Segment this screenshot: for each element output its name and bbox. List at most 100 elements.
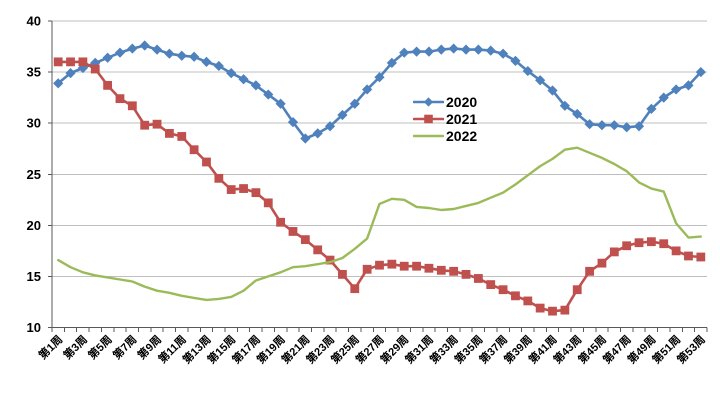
data-point-marker (374, 72, 385, 83)
data-point-marker (473, 274, 483, 283)
data-point-marker (609, 247, 619, 257)
data-point-marker (510, 55, 521, 66)
legend-swatch-2022-icon (413, 128, 444, 144)
data-point-marker (572, 108, 583, 120)
data-point-marker (90, 57, 101, 68)
legend-swatch-2020-icon (413, 94, 444, 110)
y-tick-label: 15 (27, 269, 41, 284)
x-tick-label: 第5周 (85, 332, 115, 362)
data-point-marker (189, 51, 200, 62)
y-tick-label: 30 (27, 116, 41, 131)
data-point-marker (585, 266, 594, 276)
y-tick-label: 20 (27, 218, 41, 233)
data-point-marker (90, 64, 100, 74)
data-point-marker (337, 109, 348, 121)
data-point-marker (324, 121, 336, 132)
data-point-marker (659, 239, 669, 249)
data-point-marker (140, 120, 150, 130)
data-point-marker (584, 119, 595, 130)
data-point-marker (362, 264, 372, 274)
data-point-marker (114, 47, 126, 58)
data-point-marker (609, 120, 620, 131)
data-point-marker (151, 44, 163, 55)
data-point-marker (350, 284, 360, 294)
data-point-marker (139, 40, 150, 51)
data-point-marker (522, 65, 533, 77)
data-point-marker (177, 132, 187, 141)
data-point-marker (684, 251, 693, 261)
series-2020[interactable] (53, 40, 706, 144)
data-point-marker (115, 94, 125, 104)
data-point-marker (399, 47, 410, 58)
data-point-marker (65, 68, 76, 79)
data-point-marker (658, 92, 669, 103)
y-tick-label: 25 (27, 167, 41, 182)
data-point-marker (634, 238, 644, 248)
data-point-marker (313, 245, 323, 255)
y-tick-label: 10 (27, 320, 41, 335)
data-point-marker (226, 68, 237, 79)
data-point-marker (287, 117, 299, 128)
data-point-marker (226, 185, 236, 194)
data-point-marker (300, 235, 310, 245)
data-point-marker (103, 80, 113, 90)
data-point-marker (238, 74, 249, 85)
data-point-marker (387, 259, 397, 269)
y-tick-label: 35 (27, 65, 41, 80)
data-point-marker (448, 43, 459, 54)
data-point-marker (560, 305, 570, 315)
data-point-marker (671, 246, 681, 256)
data-point-marker (375, 260, 384, 270)
data-point-marker (102, 52, 113, 63)
data-point-marker (386, 57, 397, 68)
data-point-marker (399, 261, 409, 271)
data-point-marker (523, 296, 533, 306)
data-point-marker (127, 101, 137, 111)
data-point-marker (338, 269, 347, 279)
data-point-marker (596, 120, 608, 131)
x-tick-label: 第3周 (60, 332, 90, 362)
data-point-marker (695, 66, 706, 78)
data-point-marker (165, 128, 174, 138)
series-2022[interactable] (57, 146, 702, 302)
legend-item-2022[interactable]: 2022 (413, 127, 477, 144)
data-point-marker (621, 122, 632, 133)
data-point-marker (288, 227, 298, 236)
data-point-marker (436, 44, 447, 55)
data-point-marker (53, 78, 64, 89)
data-point-marker (633, 121, 645, 132)
series-line-2022 (57, 146, 702, 302)
series-2021[interactable] (53, 57, 706, 316)
data-point-marker (312, 128, 323, 139)
data-point-marker (189, 145, 199, 155)
legend-item-2020[interactable]: 2020 (413, 93, 477, 110)
y-tick-label: 40 (27, 14, 41, 29)
legend-swatch-2021-icon (413, 111, 444, 127)
x-tick-label: 第53周 (674, 332, 708, 366)
data-point-marker (460, 44, 472, 55)
data-point-marker (239, 184, 248, 193)
series-line-2021 (56, 60, 703, 313)
legend-item-2021[interactable]: 2021 (413, 110, 477, 127)
legend-label-2020: 2020 (446, 93, 478, 110)
data-point-marker (263, 198, 273, 208)
data-point-marker (78, 57, 88, 67)
data-point-marker (646, 103, 657, 114)
data-point-marker (66, 57, 75, 67)
data-point-marker (559, 100, 570, 111)
data-point-marker (250, 80, 262, 91)
data-point-marker (535, 303, 545, 313)
x-tick-label: 第1周 (36, 332, 66, 362)
data-point-marker (202, 157, 211, 167)
legend-label-2022: 2022 (446, 127, 478, 144)
data-point-marker (572, 285, 582, 295)
data-point-marker (424, 263, 434, 273)
data-point-marker (276, 217, 286, 227)
data-point-marker (622, 241, 632, 251)
data-point-marker (696, 252, 706, 262)
data-point-marker (325, 255, 335, 265)
data-point-marker (485, 45, 496, 56)
data-point-marker (127, 43, 138, 54)
data-point-marker (412, 261, 421, 271)
